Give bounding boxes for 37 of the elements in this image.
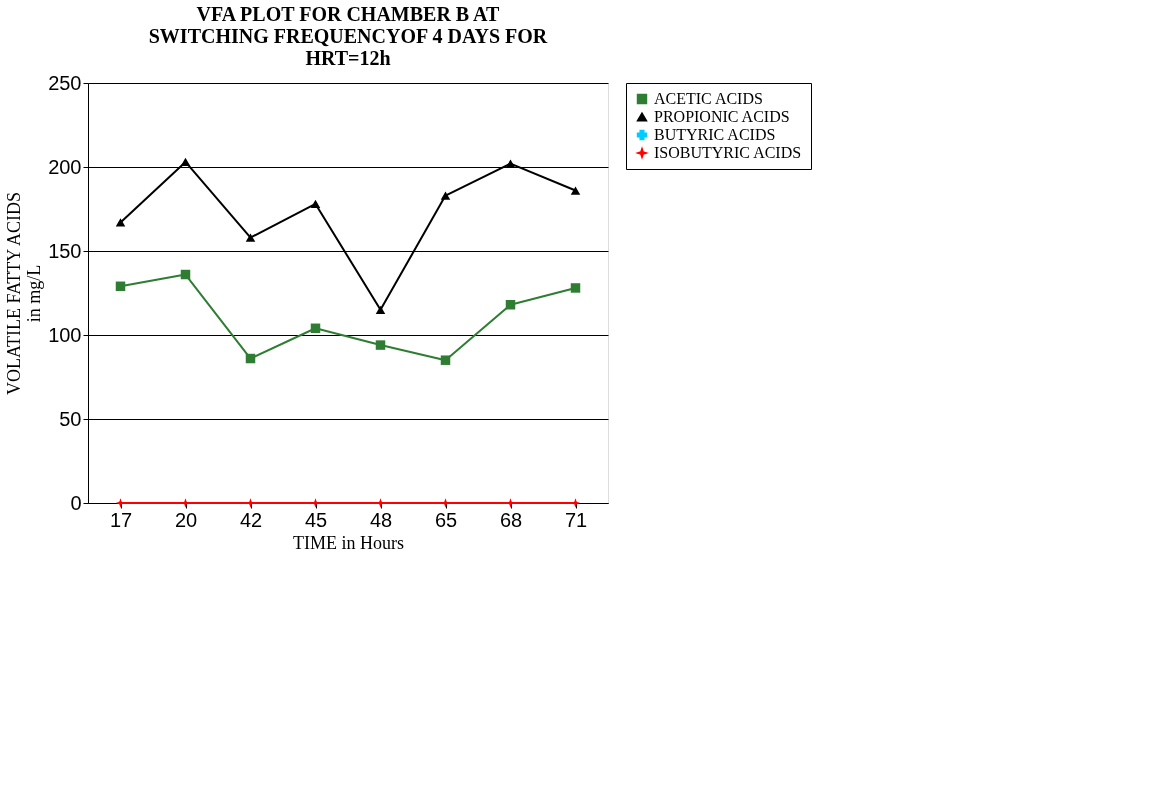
- chart-title: VFA PLOT FOR CHAMBER B AT SWITCHING FREQUENCYOF 4 DAYS FOR HRT=12h: [148, 3, 548, 69]
- point: [505, 300, 516, 310]
- point: [245, 353, 256, 364]
- x-tick-label: 42: [239, 508, 263, 531]
- y-tick-label: 100: [48, 323, 82, 346]
- legend-label: ACETIC ACIDS: [654, 90, 763, 107]
- point: [570, 283, 581, 293]
- point: [570, 186, 581, 195]
- x-tick-label: 45: [304, 508, 328, 531]
- point: [375, 305, 386, 314]
- y-tick-label: 150: [48, 239, 82, 262]
- y-axis-title: VOLATILE FATTY ACIDS in mg/L: [4, 192, 45, 395]
- x-axis-title: TIME in Hours: [293, 532, 404, 553]
- y-tick-label: 200: [48, 155, 82, 178]
- legend-label: BUTYRIC ACIDS: [654, 126, 776, 143]
- legend-label: PROPIONIC ACIDS: [654, 108, 790, 125]
- point: [115, 281, 126, 292]
- point: [505, 159, 516, 168]
- x-tick-label: 68: [499, 508, 523, 531]
- y-tick-label: 0: [70, 491, 82, 514]
- point: [245, 233, 256, 242]
- legend-label: ISOBUTYRIC ACIDS: [654, 144, 802, 161]
- point: [375, 340, 386, 350]
- x-tick-label: 71: [564, 508, 588, 531]
- x-tick-label: 17: [109, 508, 133, 531]
- point: [310, 323, 321, 334]
- y-tick-label: 250: [48, 71, 82, 94]
- point: [180, 157, 191, 167]
- point: [115, 218, 126, 227]
- y-tick-label: 50: [59, 407, 82, 430]
- point: [440, 355, 451, 365]
- point: [180, 269, 191, 280]
- x-tick-label: 20: [174, 508, 198, 531]
- x-tick-label: 65: [434, 508, 458, 531]
- point: [440, 191, 451, 200]
- x-tick-label: 48: [369, 508, 393, 531]
- point: [310, 199, 321, 209]
